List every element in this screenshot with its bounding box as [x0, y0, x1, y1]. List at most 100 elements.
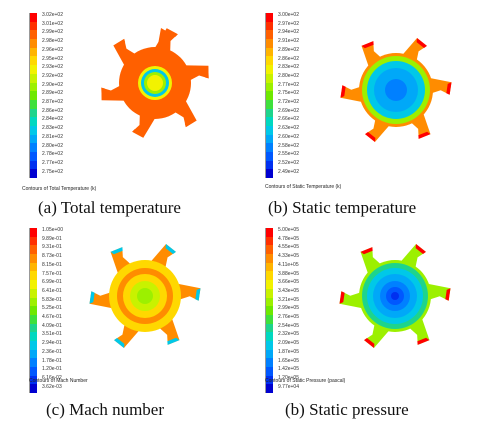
colorbar-tick-label: 1.20e-01: [42, 366, 62, 373]
impeller-contour-plot: [340, 38, 452, 142]
colorbar-tick-label: 3.43e+05: [278, 287, 299, 294]
colorbar-tick-label: 2.75e+02: [278, 90, 299, 97]
colorbar-segment: [30, 262, 37, 272]
colorbar-segment: [30, 91, 37, 100]
colorbar-tick-label: 7.57e-01: [42, 270, 62, 277]
caption-a: (a) Total temperature: [38, 198, 181, 217]
colorbar-tick-label: 1.78e-01: [42, 357, 62, 364]
colorbar-segment: [266, 367, 273, 376]
impeller-blade-tip: [339, 291, 345, 304]
colorbar-segment: [266, 39, 273, 48]
colorbar: [265, 228, 273, 394]
colorbar-tick-label: 4.55e+05: [278, 244, 299, 251]
colorbar-tick-label: 4.67e-01: [42, 314, 62, 321]
impeller-blade-tip: [418, 131, 431, 139]
colorbar-tick-label: 2.89e+02: [278, 46, 299, 53]
colorbar-tick-label: 2.80e+02: [42, 142, 63, 149]
impeller-blade-tip: [445, 288, 451, 301]
contour-title: Contours of Mach Number: [29, 378, 88, 384]
colorbar-tick-label: 2.92e+02: [42, 72, 63, 79]
colorbar-segment: [30, 82, 37, 92]
colorbar-tick-label: 6.41e-01: [42, 287, 62, 294]
colorbar-tick-label: 1.42e+05: [278, 366, 299, 373]
colorbar-tick-label: 3.62e-03: [42, 383, 62, 390]
colorbar: [29, 228, 37, 394]
colorbar-segment: [30, 288, 37, 298]
colorbar-segment: [266, 47, 273, 57]
colorbar: [29, 13, 37, 179]
colorbar-tick-label: 2.80e+02: [278, 72, 299, 79]
colorbar-tick-label: 4.11e+05: [278, 261, 299, 268]
colorbar-segment: [266, 143, 273, 152]
colorbar-tick-label: 2.94e+02: [278, 29, 299, 36]
colorbar-tick-label: 2.91e+02: [278, 38, 299, 45]
colorbar-segment: [30, 254, 37, 263]
colorbar-segment: [266, 384, 273, 394]
colorbar-segment: [266, 254, 273, 263]
colorbar-tick-label: 3.00e+02: [278, 12, 299, 18]
colorbar-segment: [30, 13, 37, 22]
colorbar-tick-label: 5.25e-01: [42, 305, 62, 312]
colorbar-segment: [30, 228, 37, 237]
impeller-blade-tip: [113, 38, 126, 48]
colorbar-segment: [30, 21, 37, 31]
impeller-blade-tip: [89, 291, 95, 304]
colorbar-segment: [30, 99, 37, 109]
colorbar-segment: [266, 245, 273, 255]
panel-total-temperature: 3.02e+02 3.01e+02 2.99e+02 2.98e+02 2.96e+02…: [22, 8, 240, 198]
colorbar-segment: [30, 340, 37, 350]
colorbar-tick-label: 3.66e+05: [278, 279, 299, 286]
colorbar-segment: [266, 160, 273, 170]
colorbar-tick-label: 9.31e-01: [42, 244, 62, 251]
colorbar-tick-label: 3.51e-01: [42, 331, 62, 338]
colorbar-segment: [30, 160, 37, 170]
contour-title: Contours of Static Pressure (pascal): [265, 378, 346, 384]
colorbar-segment: [30, 349, 37, 359]
colorbar-tick-label: 2.83e+02: [278, 64, 299, 71]
colorbar-ticks: 3.02e+02 3.01e+02 2.99e+02 2.98e+02 2.96e+02…: [42, 11, 63, 176]
colorbar-segment: [30, 125, 37, 135]
colorbar-segment: [30, 384, 37, 394]
colorbar-tick-label: 8.15e-01: [42, 261, 62, 268]
impeller-blade-tip: [114, 337, 125, 348]
colorbar-segment: [30, 134, 37, 144]
colorbar-segment: [30, 39, 37, 48]
colorbar-segment: [30, 169, 37, 179]
colorbar-segment: [266, 306, 273, 315]
colorbar-tick-label: 2.66e+02: [278, 116, 299, 123]
colorbar-tick-label: 2.77e+02: [278, 81, 299, 88]
colorbar-segment: [266, 349, 273, 359]
colorbar-ticks: 5.00e+05 4.78e+05 4.55e+05 4.33e+05 4.11e+05…: [278, 226, 299, 391]
colorbar-tick-label: 2.99e+02: [42, 29, 63, 36]
colorbar-ticks: 1.05e+00 9.89e-01 9.31e-01 8.73e-01 8.15e-01…: [42, 226, 63, 391]
impeller-blade-tip: [110, 247, 123, 255]
colorbar-segment: [30, 245, 37, 255]
colorbar-tick-label: 2.32e+05: [278, 331, 299, 338]
colorbar-segment: [30, 73, 37, 83]
colorbar-tick-label: 1.65e+05: [278, 357, 299, 364]
caption-c: (c) Mach number: [46, 400, 165, 419]
colorbar-segment: [30, 271, 37, 281]
panel-mach-number: 1.05e+00 9.89e-01 9.31e-01 8.73e-01 8.15e-01…: [22, 226, 240, 394]
impeller-blade-tip: [365, 131, 376, 142]
impeller-blade-tip: [166, 28, 178, 37]
caption-b: (b) Static temperature: [268, 198, 417, 217]
colorbar: [265, 13, 273, 179]
colorbar-segment: [30, 280, 37, 289]
impeller-contour-plot: [89, 244, 201, 348]
impeller-blade-tip: [417, 337, 430, 345]
panel-static-temperature: 3.00e+02 2.97e+02 2.94e+02 2.91e+02 2.89e+02…: [258, 8, 476, 198]
colorbar-tick-label: 5.83e-01: [42, 296, 62, 303]
colorbar-segment: [30, 117, 37, 126]
colorbar-tick-label: 9.89e-01: [42, 235, 62, 242]
colorbar-tick-label: 2.76e+05: [278, 314, 299, 321]
colorbar-segment: [266, 134, 273, 144]
colorbar-segment: [266, 332, 273, 341]
impeller-blade-tip: [446, 82, 452, 95]
colorbar-segment: [266, 125, 273, 135]
impeller-blade-tip: [204, 65, 209, 79]
colorbar-tick-label: 2.75e+02: [42, 168, 63, 175]
colorbar-tick-label: 2.49e+02: [278, 168, 299, 175]
colorbar-segment: [30, 152, 37, 161]
colorbar-segment: [30, 306, 37, 315]
